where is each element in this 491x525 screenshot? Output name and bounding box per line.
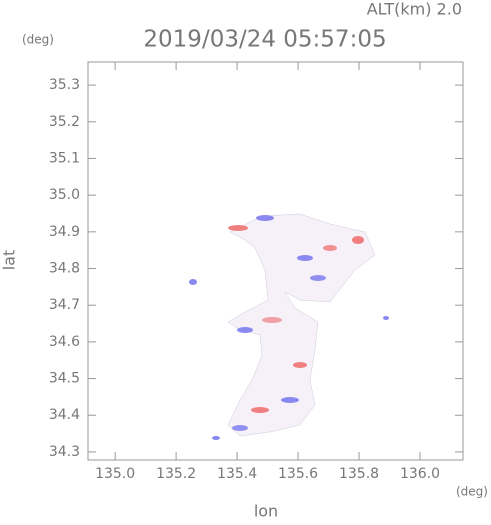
y-unit: (deg) xyxy=(22,33,54,47)
x-tick-label: 135.4 xyxy=(217,466,257,482)
x-tick-label: 135.0 xyxy=(95,466,135,482)
x-tick-label: 135.2 xyxy=(156,466,196,482)
y-tick-label: 34.5 xyxy=(49,371,80,387)
y-axis-label: lat xyxy=(0,250,19,271)
x-tick-label: 135.6 xyxy=(278,466,318,482)
y-tick-label: 35.2 xyxy=(49,114,80,130)
y-tick-label: 34.4 xyxy=(49,407,80,423)
y-tick-label: 34.7 xyxy=(49,297,80,313)
x-tick-label: 136.0 xyxy=(400,466,440,482)
x-tick-label: 135.8 xyxy=(339,466,379,482)
echo-region xyxy=(189,213,389,440)
chart-title: 2019/03/24 05:57:05 xyxy=(143,27,386,53)
plot-frame xyxy=(87,61,464,461)
y-tick-label: 34.8 xyxy=(49,261,80,277)
y-tick-label: 34.6 xyxy=(49,334,80,350)
y-tick-label: 35.3 xyxy=(49,77,80,93)
y-tick-label: 35.0 xyxy=(49,187,80,203)
y-tick-label: 34.9 xyxy=(49,224,80,240)
x-unit: (deg) xyxy=(456,485,488,499)
y-tick-label: 34.3 xyxy=(49,444,80,460)
x-axis-label: lon xyxy=(254,502,278,521)
y-tick-label: 35.1 xyxy=(49,150,80,166)
altitude-label: ALT(km) 2.0 xyxy=(367,0,462,19)
